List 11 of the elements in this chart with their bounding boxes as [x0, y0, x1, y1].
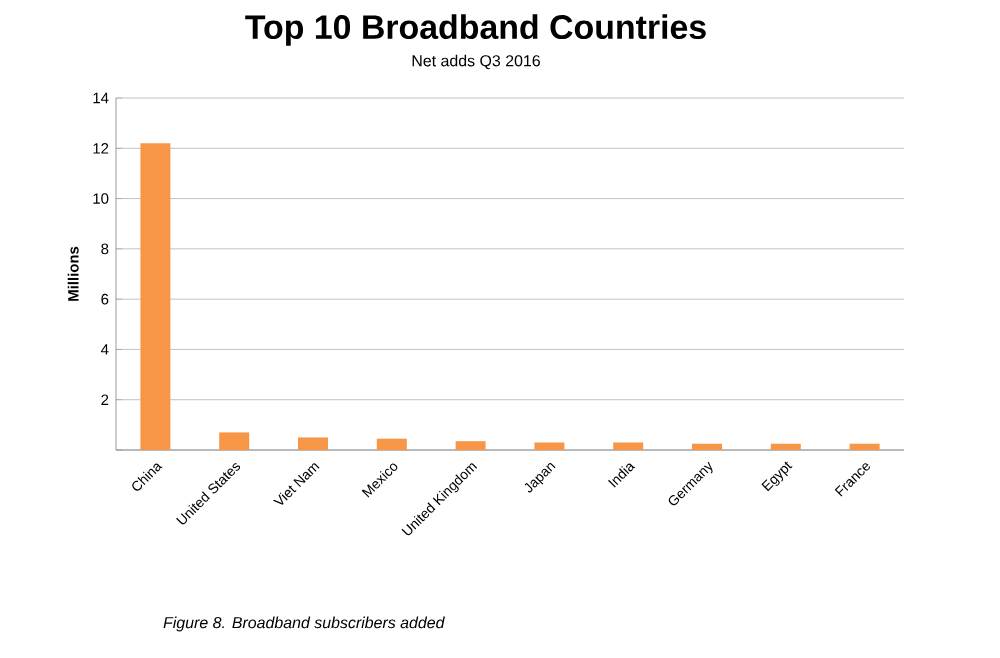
bar: [219, 432, 250, 450]
bar: [376, 438, 407, 450]
bar: [455, 441, 486, 450]
bar: [849, 443, 880, 450]
bar: [692, 443, 723, 450]
chart-title: Top 10 Broadband Countries: [245, 14, 706, 46]
bar: [770, 443, 801, 450]
bar: [140, 143, 171, 450]
bar: [613, 442, 644, 450]
bar: [534, 442, 565, 450]
bar: [298, 437, 328, 450]
